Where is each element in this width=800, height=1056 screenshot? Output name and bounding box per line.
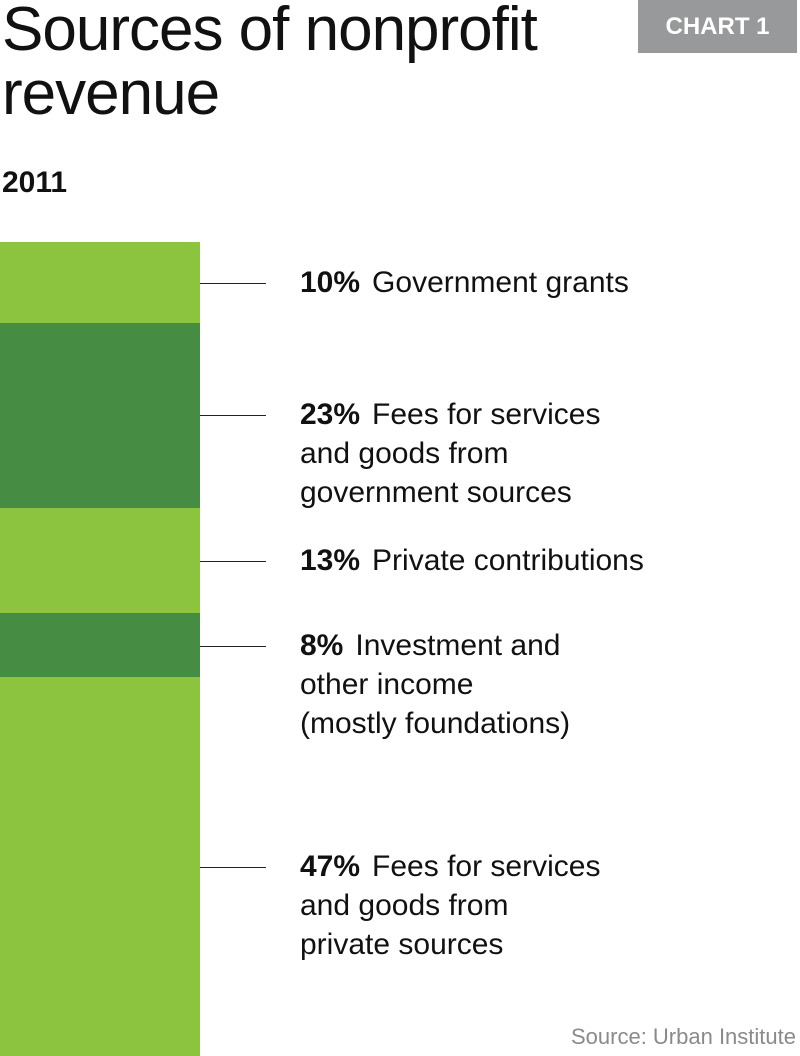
chart-title: Sources of nonprofit revenue bbox=[2, 0, 602, 126]
data-label: 23% Fees for services and goods from govern… bbox=[300, 395, 760, 512]
data-label: 8% Investment and other income (mostly foun… bbox=[300, 626, 760, 743]
category-label: and goods from bbox=[300, 437, 509, 470]
leader-line bbox=[200, 283, 266, 284]
value-label: 10% bbox=[300, 266, 361, 299]
category-label: Fees for services bbox=[372, 850, 601, 883]
chart-subtitle: 2011 bbox=[2, 166, 68, 199]
category-label: private sources bbox=[300, 928, 504, 961]
source-note: Source: Urban Institute bbox=[570, 1024, 796, 1049]
chart-badge: CHART 1 bbox=[638, 0, 797, 53]
data-label: 13% Private contributions bbox=[300, 541, 760, 580]
category-label: government sources bbox=[300, 476, 572, 509]
value-label: 8% bbox=[300, 629, 344, 662]
chart-title-text: Sources of nonprofit revenue bbox=[2, 0, 538, 128]
stacked-bar bbox=[0, 242, 200, 1056]
category-label: Government grants bbox=[372, 266, 629, 299]
category-label: Private contributions bbox=[372, 544, 644, 577]
category-label: Fees for services bbox=[372, 398, 601, 431]
bar-segment-5 bbox=[0, 677, 200, 1056]
category-label: Investment and bbox=[355, 629, 561, 662]
leader-line bbox=[200, 415, 266, 416]
data-label: 10% Government grants bbox=[300, 263, 760, 302]
value-label: 13% bbox=[300, 544, 361, 577]
value-label: 23% bbox=[300, 398, 361, 431]
bar-segment-1 bbox=[0, 242, 200, 324]
category-label: and goods from bbox=[300, 889, 509, 922]
category-label: other income bbox=[300, 668, 474, 701]
data-label: 47% Fees for services and goods from privat… bbox=[300, 847, 760, 964]
leader-line bbox=[200, 867, 266, 868]
value-label: 47% bbox=[300, 850, 361, 883]
leader-line bbox=[200, 646, 266, 647]
leader-line bbox=[200, 561, 266, 562]
category-label: (mostly foundations) bbox=[300, 707, 571, 740]
bar-segment-3 bbox=[0, 507, 200, 614]
bar-segment-2 bbox=[0, 322, 200, 509]
bar-segment-4 bbox=[0, 612, 200, 678]
